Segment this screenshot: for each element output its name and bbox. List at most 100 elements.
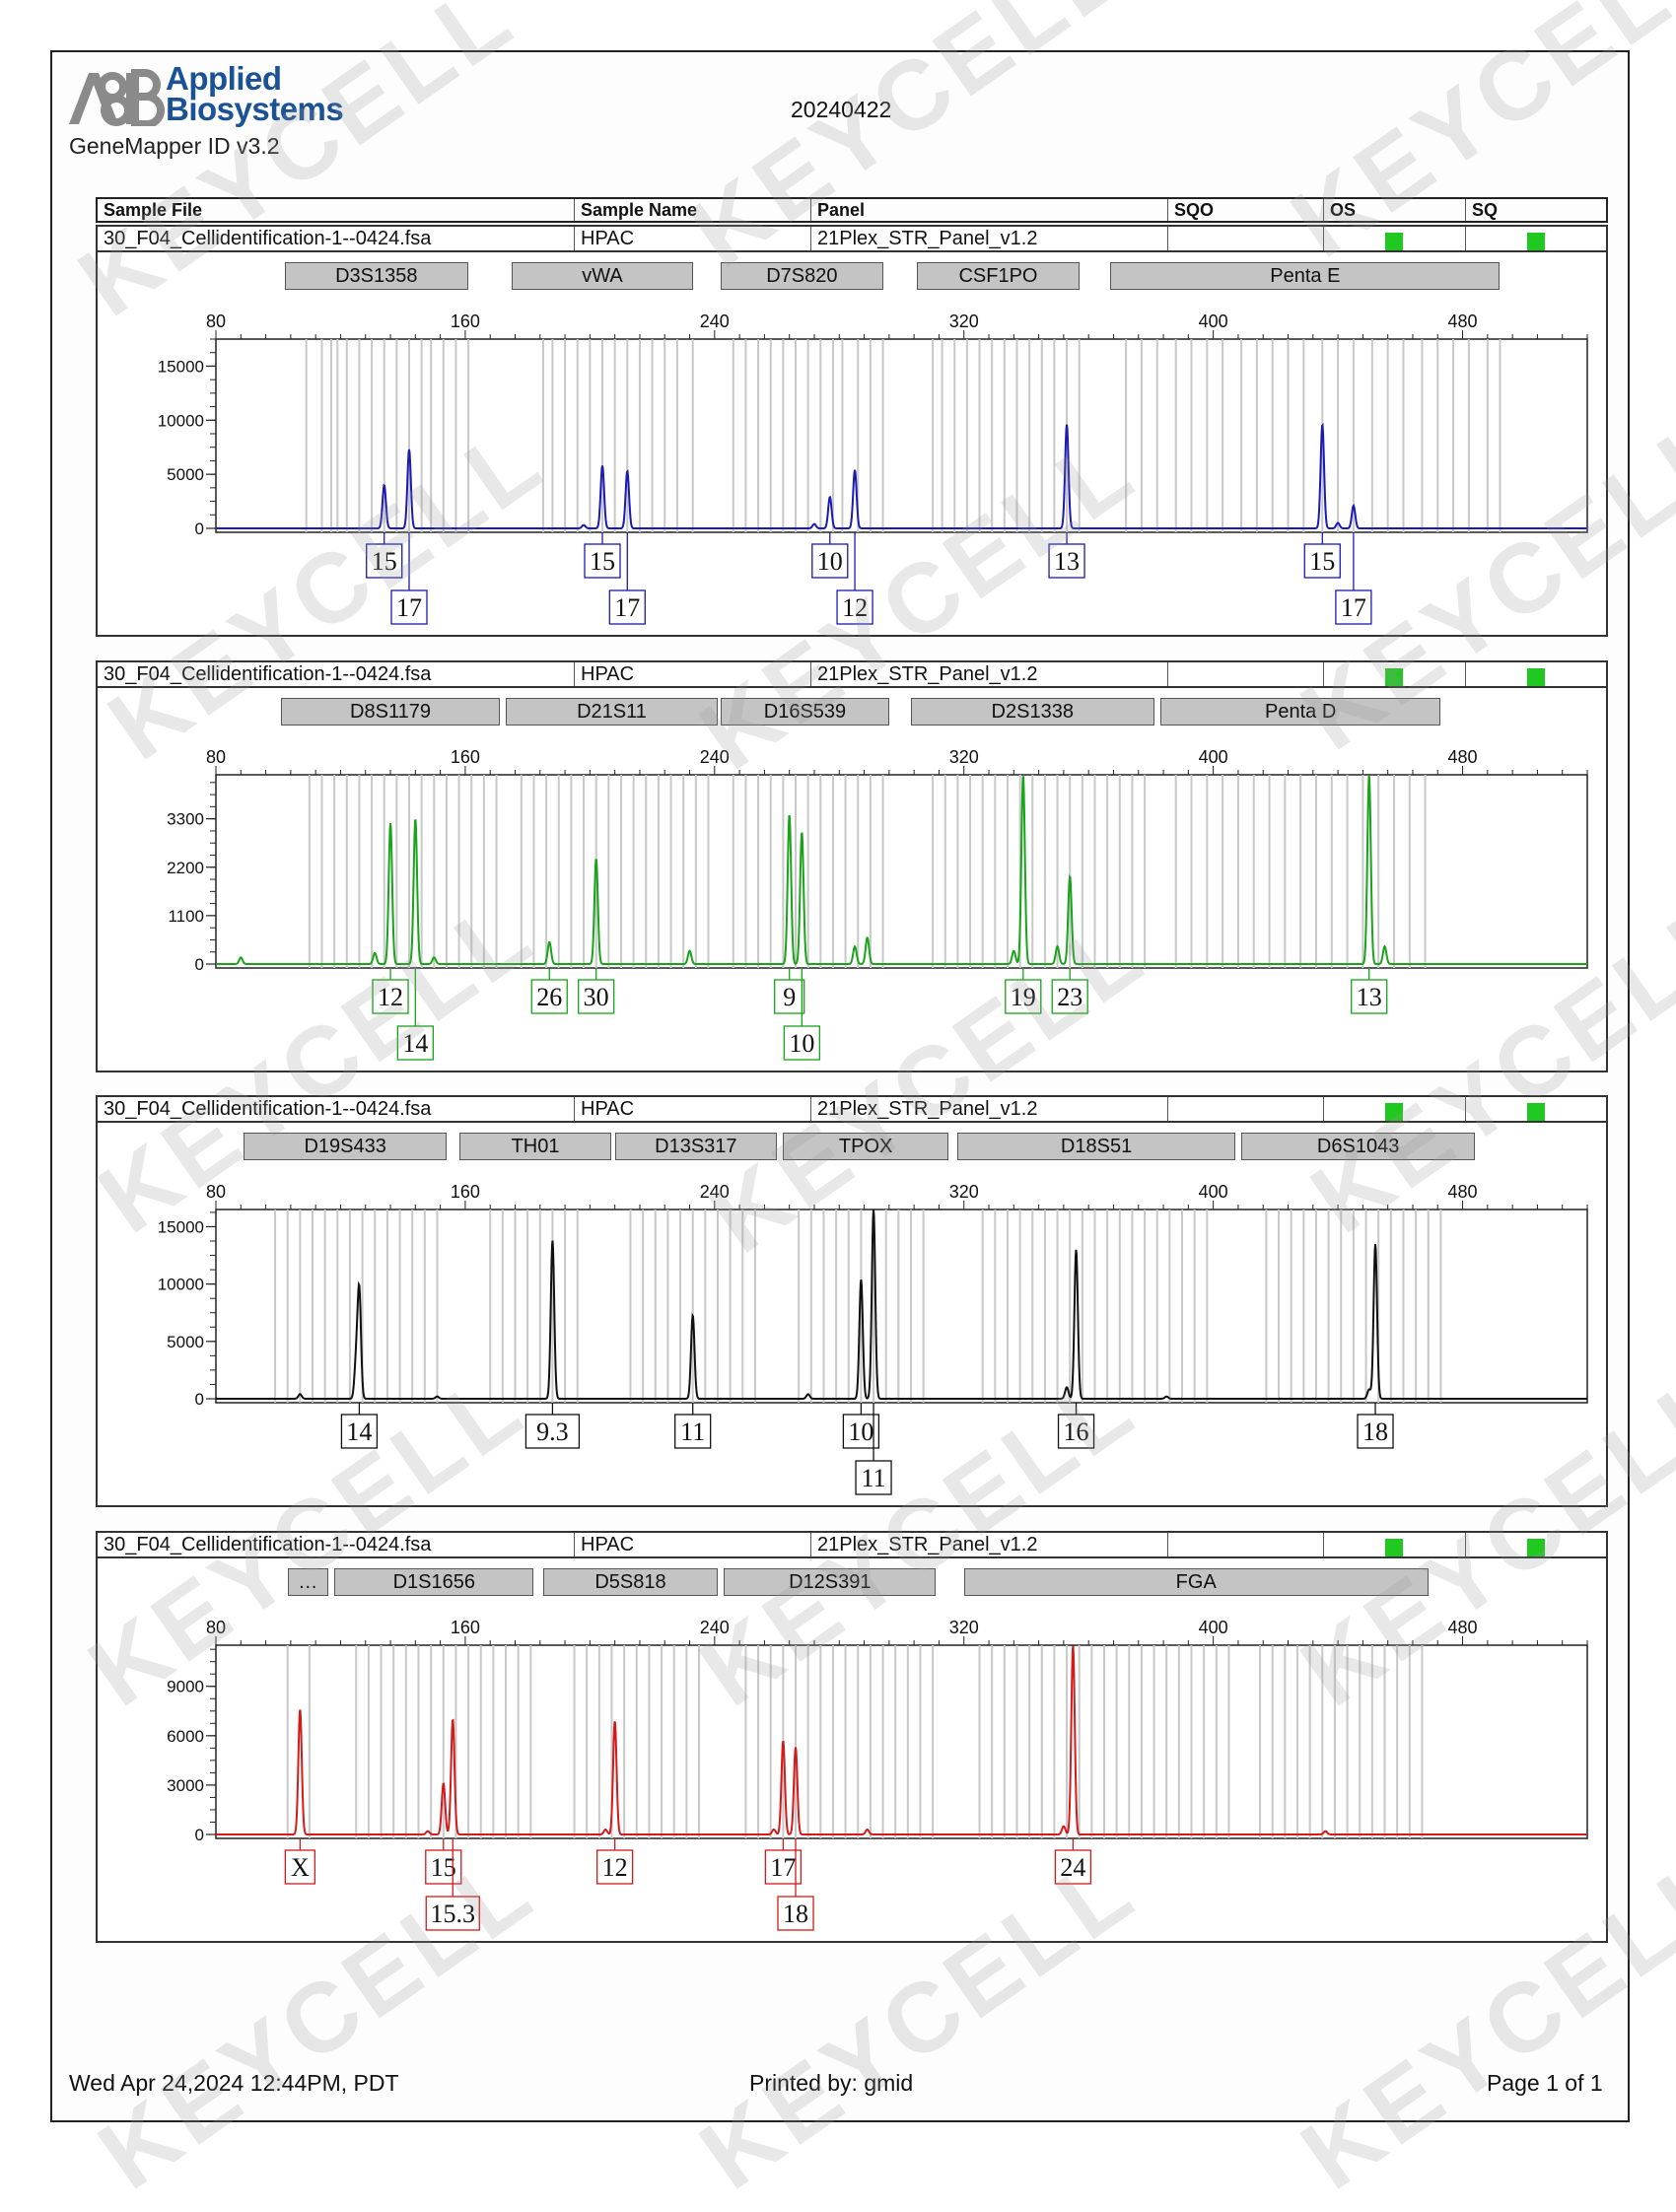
locus-marker[interactable]: Penta E xyxy=(1110,262,1501,290)
footer-timestamp: Wed Apr 24,2024 12:44PM, PDT xyxy=(69,2070,399,2096)
locus-marker[interactable]: CSF1PO xyxy=(917,262,1080,290)
locus-marker[interactable]: D16S539 xyxy=(721,698,889,726)
locus-marker[interactable]: TH01 xyxy=(458,1133,612,1160)
allele-label: 10 xyxy=(848,1417,873,1446)
sample-file: 30_F04_Cellidentification-1--0424.fsa xyxy=(98,1533,575,1556)
allele-call[interactable]: 10 xyxy=(811,532,849,579)
sample-info-row: 30_F04_Cellidentification-1--0424.fsa HPA… xyxy=(98,1533,1606,1558)
allele-call[interactable]: 19 xyxy=(1005,968,1042,1014)
allele-call[interactable]: 9.3 xyxy=(524,1403,581,1449)
report-date: 20240422 xyxy=(791,97,892,122)
allele-call[interactable]: 14 xyxy=(396,968,434,1061)
allele-call[interactable]: 11 xyxy=(674,1403,712,1449)
allele-call[interactable]: 12 xyxy=(372,968,409,1014)
x-tick-label: 320 xyxy=(949,311,979,331)
allele-label: 30 xyxy=(584,983,609,1011)
col-panel: Panel xyxy=(811,199,1168,221)
allele-call[interactable]: 23 xyxy=(1051,968,1088,1014)
locus-marker[interactable]: D5S818 xyxy=(542,1568,718,1596)
signal-trace xyxy=(216,422,1587,529)
locus-marker[interactable]: D12S391 xyxy=(724,1568,937,1596)
allele-label: 17 xyxy=(770,1853,796,1882)
y-tick-label: 3000 xyxy=(167,1776,204,1795)
x-tick-label: 160 xyxy=(451,1182,480,1202)
allele-label: 18 xyxy=(1362,1417,1388,1446)
locus-marker[interactable]: TPOX xyxy=(783,1133,948,1160)
brand-name: Applied Biosystems xyxy=(166,60,344,125)
allele-call[interactable]: 13 xyxy=(1048,532,1085,579)
allele-call[interactable]: 16 xyxy=(1057,1403,1095,1449)
x-tick-label: 480 xyxy=(1448,1618,1478,1637)
allele-label: 11 xyxy=(862,1464,886,1492)
software-version: GeneMapper ID v3.2 xyxy=(69,133,280,159)
locus-marker[interactable]: … xyxy=(287,1568,328,1596)
locus-marker[interactable]: Penta D xyxy=(1159,698,1441,726)
locus-marker[interactable]: D18S51 xyxy=(957,1133,1235,1160)
x-tick-label: 160 xyxy=(451,747,480,767)
col-sample-name: Sample Name xyxy=(575,199,811,221)
allele-call[interactable]: 18 xyxy=(1357,1403,1394,1449)
electropherogram-plot: 80 160 240 320 400 480 0 5000 10000 15000 14 9.3 11 1… xyxy=(158,1182,1588,1495)
sqo-cell xyxy=(1168,227,1324,250)
sample-file: 30_F04_Cellidentification-1--0424.fsa xyxy=(98,227,575,250)
allele-label: 15 xyxy=(431,1853,456,1882)
panel-name: 21Plex_STR_Panel_v1.2 xyxy=(811,1533,1168,1556)
panel-name: 21Plex_STR_Panel_v1.2 xyxy=(811,662,1168,686)
allele-call[interactable]: 14 xyxy=(340,1403,379,1449)
allele-call[interactable]: 15 xyxy=(584,532,621,579)
allele-call[interactable]: 12 xyxy=(596,1838,634,1885)
allele-call[interactable]: 15 xyxy=(425,1838,462,1885)
y-tick-label: 0 xyxy=(195,1826,204,1844)
plot-frame xyxy=(215,1644,1588,1839)
allele-label: 15 xyxy=(372,547,397,576)
allele-call[interactable]: 10 xyxy=(783,968,820,1061)
allele-call[interactable]: 15 xyxy=(1303,532,1341,579)
allele-label: 18 xyxy=(783,1900,808,1928)
locus-marker[interactable]: vWA xyxy=(512,262,693,290)
allele-label: 23 xyxy=(1057,983,1082,1011)
locus-marker[interactable]: D8S1179 xyxy=(281,698,500,726)
allele-call[interactable]: 13 xyxy=(1351,968,1388,1014)
allele-call[interactable]: 15.3 xyxy=(425,1838,480,1931)
locus-marker[interactable]: D21S11 xyxy=(506,698,718,726)
locus-marker[interactable]: D1S1656 xyxy=(334,1568,534,1596)
locus-marker[interactable]: D2S1338 xyxy=(910,698,1154,726)
sample-info-row: 30_F04_Cellidentification-1--0424.fsa HPA… xyxy=(98,662,1606,688)
locus-marker[interactable]: D19S433 xyxy=(244,1133,447,1160)
allele-call[interactable]: 26 xyxy=(530,968,568,1014)
x-tick-label: 80 xyxy=(206,747,226,767)
locus-marker[interactable]: D13S317 xyxy=(614,1133,778,1160)
allele-call[interactable]: 18 xyxy=(777,1838,814,1931)
signal-trace xyxy=(216,775,1587,965)
y-tick-label: 15000 xyxy=(158,357,204,376)
allele-call[interactable]: 30 xyxy=(578,968,615,1014)
allele-call[interactable]: X xyxy=(284,1838,316,1885)
sample-name: HPAC xyxy=(575,1097,811,1121)
allele-call[interactable]: 24 xyxy=(1054,1838,1092,1885)
locus-marker[interactable]: D3S1358 xyxy=(284,262,469,290)
panel-name: 21Plex_STR_Panel_v1.2 xyxy=(811,1097,1168,1121)
locus-marker[interactable]: FGA xyxy=(963,1568,1429,1596)
x-tick-label: 400 xyxy=(1199,311,1228,331)
y-tick-label: 3300 xyxy=(167,810,204,829)
x-tick-label: 320 xyxy=(949,1182,979,1202)
allele-call[interactable]: 17 xyxy=(390,532,428,625)
allele-label: 17 xyxy=(1341,593,1366,622)
allele-call[interactable]: 17 xyxy=(608,532,646,625)
electropherogram-plot: 80 160 240 320 400 480 0 1100 2200 3300 12 14 26 30 9 1… xyxy=(167,747,1588,1061)
allele-label: 17 xyxy=(396,593,422,622)
col-sqo: SQO xyxy=(1168,199,1324,221)
x-tick-label: 240 xyxy=(700,747,730,767)
locus-marker[interactable]: D7S820 xyxy=(721,262,883,290)
sqo-cell xyxy=(1168,1533,1324,1556)
brand-line-1: Applied xyxy=(166,60,282,97)
allele-call[interactable]: 15 xyxy=(366,532,403,579)
footer-printed-by: Printed by: gmid xyxy=(749,2070,914,2096)
allele-call[interactable]: 9 xyxy=(774,968,805,1014)
col-os: OS xyxy=(1324,199,1466,221)
x-tick-label: 480 xyxy=(1448,747,1478,767)
allele-call[interactable]: 12 xyxy=(836,532,873,625)
allele-call[interactable]: 17 xyxy=(1335,532,1372,625)
allele-call[interactable]: 11 xyxy=(855,1403,892,1495)
locus-marker[interactable]: D6S1043 xyxy=(1241,1133,1476,1160)
